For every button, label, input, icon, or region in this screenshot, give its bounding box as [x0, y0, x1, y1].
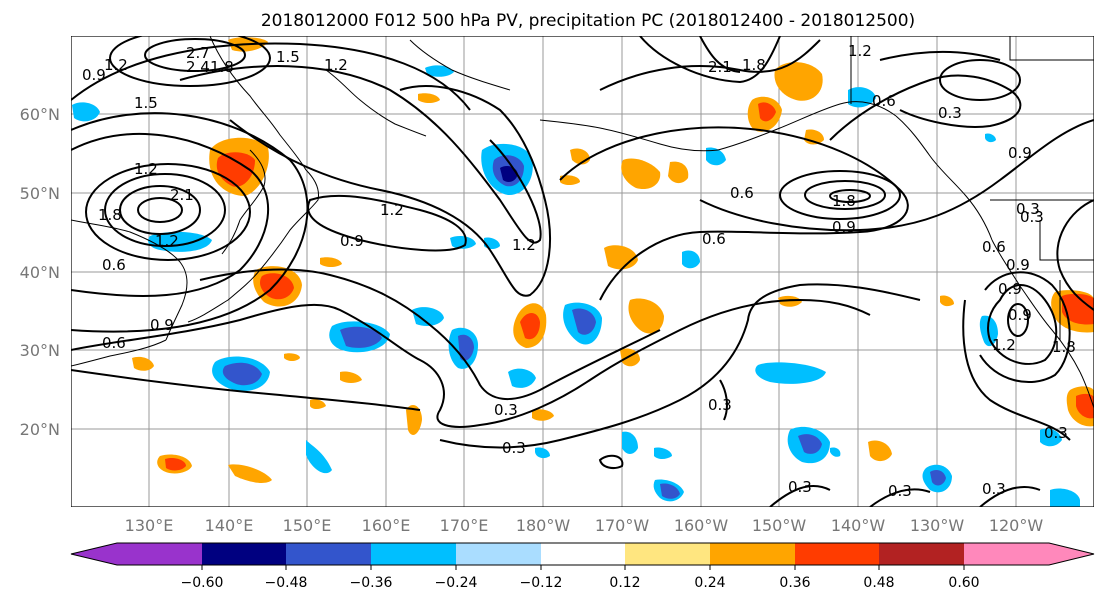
lat-label-30n: 30°N: [20, 341, 60, 360]
map-title: 2018012000 F012 500 hPa PV, precipitatio…: [261, 11, 915, 31]
colorbar-bin: [117, 543, 202, 565]
colorbar-bin: [541, 543, 625, 565]
contour-label: 0.3: [1016, 200, 1040, 218]
colorbar-tick-label: 0.24: [694, 575, 725, 591]
pv-contours: [71, 36, 1094, 507]
lat-label-20n: 20°N: [20, 420, 60, 439]
contour-label: 1.2: [134, 160, 158, 178]
contour-label: 0.3: [788, 478, 812, 496]
lon-label: 120°W: [989, 516, 1044, 535]
lon-label: 160°W: [674, 516, 729, 535]
lat-axis-labels: 60°N 50°N 40°N 30°N 20°N: [20, 105, 60, 439]
lon-label: 160°E: [362, 516, 411, 535]
colorbar-tick-label: −0.48: [265, 575, 308, 591]
colorbar-bin: [202, 543, 286, 565]
pv-contour-labels: 0.9 1.2 2.7 2.4 1.8 1.5 1.2 1.5 1.2 2.1 …: [82, 42, 1076, 500]
contour-label: 1.8: [1052, 338, 1076, 356]
colorbar-tick-label: −0.24: [435, 575, 478, 591]
contour-label: 0.9: [340, 232, 364, 250]
colorbar-bin: [286, 543, 371, 565]
lat-label-60n: 60°N: [20, 105, 60, 124]
contour-label: 1.2: [848, 42, 872, 60]
contour-label: 0.3: [982, 480, 1006, 498]
lon-label: 140°E: [205, 516, 254, 535]
colorbar-tick-label: 0.48: [863, 575, 894, 591]
contour-label: 0.9: [998, 280, 1022, 298]
colorbar-tick-label: −0.36: [350, 575, 393, 591]
contour-label: 0.3: [494, 401, 518, 419]
contour-label: 0.6: [872, 92, 896, 110]
contour-label: 0.6: [982, 238, 1006, 256]
contour-label: 1.8: [742, 56, 766, 74]
contour-label: 0.6: [102, 256, 126, 274]
contour-label: 0.9: [82, 66, 106, 84]
colorbar: −0.60 −0.48 −0.36 −0.24 −0.12 0.12 0.24 …: [70, 542, 1095, 591]
contour-label: 1.5: [134, 94, 158, 112]
contour-label: 2.1: [170, 186, 194, 204]
contour-label: 2.1: [708, 58, 732, 76]
contour-label: 0.3: [1044, 424, 1068, 442]
colorbar-bin: [456, 543, 541, 565]
contour-label: 0.9: [1006, 256, 1030, 274]
contour-label: 0.3: [888, 482, 912, 500]
contour-label: 2.4: [186, 58, 210, 76]
colorbar-bin: [879, 543, 964, 565]
lon-label: 150°E: [283, 516, 332, 535]
contour-label: 0.9: [1008, 144, 1032, 162]
contour-label: 0.3: [502, 439, 526, 457]
contour-label: 1.8: [98, 206, 122, 224]
contour-label: 1.2: [324, 56, 348, 74]
contour-label: 0.9: [1008, 306, 1032, 324]
contour-label: 1.2: [104, 56, 128, 74]
contour-label: 0.6: [702, 230, 726, 248]
contour-label: 1.2: [380, 201, 404, 219]
colorbar-tick-label: 0.60: [948, 575, 979, 591]
colorbar-bin: [795, 543, 879, 565]
lon-label: 170°E: [440, 516, 489, 535]
colorbar-tick-label: −0.60: [181, 575, 224, 591]
colorbar-tick-label: 0.36: [779, 575, 810, 591]
contour-label: 0.9: [832, 218, 856, 236]
lat-label-50n: 50°N: [20, 184, 60, 203]
contour-label: 1.2: [155, 232, 179, 250]
contour-label: 1.8: [210, 58, 234, 76]
colorbar-bin: [964, 543, 1049, 565]
contour-label: 2.7: [186, 44, 210, 62]
lon-gridlines: [148, 36, 1017, 507]
lat-label-40n: 40°N: [20, 263, 60, 282]
colorbar-outline: [70, 542, 1095, 566]
lon-label: 130°E: [125, 516, 174, 535]
colorbar-tick-label: −0.12: [520, 575, 563, 591]
contour-label: 0.3: [708, 396, 732, 414]
colorbar-tick-label: 0.12: [609, 575, 640, 591]
contour-label: 1.2: [992, 336, 1016, 354]
colorbar-bin: [625, 543, 710, 565]
colorbar-bin: [710, 543, 795, 565]
lon-label: 170°W: [595, 516, 650, 535]
lon-label: 150°W: [752, 516, 807, 535]
colorbar-bin: [371, 543, 456, 565]
lon-axis-labels: 130°E 140°E 150°E 160°E 170°E 180°W 170°…: [125, 516, 1044, 535]
colorbar-min-extension: [71, 543, 117, 565]
colorbar-max-extension: [1049, 543, 1094, 565]
contour-label: 1.8: [832, 192, 856, 210]
contour-label: 0.3: [1020, 208, 1044, 226]
contour-label: 0.3: [938, 104, 962, 122]
map-panel: 0.9 1.2 2.7 2.4 1.8 1.5 1.2 1.5 1.2 2.1 …: [71, 36, 1094, 507]
lon-label: 180°W: [516, 516, 571, 535]
lon-label: 140°W: [831, 516, 886, 535]
contour-label: 0.9: [150, 316, 174, 334]
contour-label: 1.5: [276, 48, 300, 66]
lon-label: 130°W: [910, 516, 965, 535]
contour-label: 0.6: [730, 184, 754, 202]
contour-label: 0.6: [102, 334, 126, 352]
contour-label: 1.2: [512, 236, 536, 254]
